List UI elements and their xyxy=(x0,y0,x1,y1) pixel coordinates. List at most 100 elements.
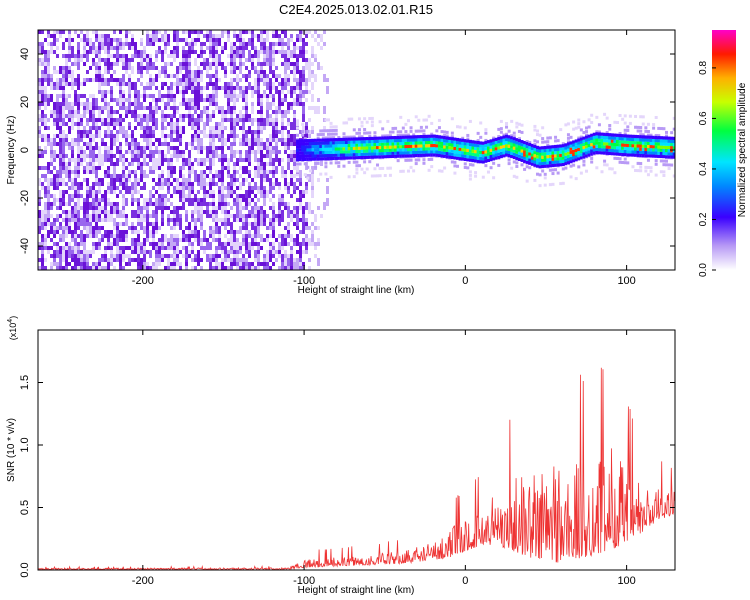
noise-cell xyxy=(89,102,92,110)
noise-cell xyxy=(242,46,245,50)
band-cell xyxy=(600,145,604,149)
band-cell xyxy=(448,136,452,140)
noise-cell xyxy=(164,126,167,130)
noise-cell xyxy=(230,42,233,46)
band-halo-cell xyxy=(574,177,578,181)
noise-cell xyxy=(236,186,239,190)
band-halo-cell xyxy=(376,174,380,178)
noise-cell xyxy=(143,58,146,62)
noise-cell xyxy=(200,118,203,122)
band-cell xyxy=(507,141,511,145)
noise-cell xyxy=(86,250,89,254)
band-cell xyxy=(579,153,583,157)
band-cell xyxy=(401,151,405,155)
noise-cell xyxy=(113,162,116,166)
noise-cell xyxy=(101,98,104,102)
band-cell xyxy=(533,160,537,164)
band-halo-cell xyxy=(435,129,439,133)
noise-cell xyxy=(197,150,200,154)
noise-cell xyxy=(281,210,284,214)
noise-cell xyxy=(260,190,263,194)
noise-cell xyxy=(272,122,275,126)
noise-cell xyxy=(173,122,176,126)
noise-cell xyxy=(266,30,269,34)
noise-cell xyxy=(242,238,245,242)
band-halo-cell xyxy=(535,133,539,137)
noise-cell xyxy=(269,134,272,142)
noise-cell xyxy=(92,214,95,222)
noise-cell xyxy=(59,174,62,178)
band-cell xyxy=(579,140,583,144)
noise-cell xyxy=(116,158,119,166)
noise-cell xyxy=(74,94,77,102)
noise-cell xyxy=(77,194,80,198)
noise-cell xyxy=(281,254,284,262)
noise-cell xyxy=(254,266,257,270)
band-cell xyxy=(600,132,604,136)
noise-cell xyxy=(53,198,56,206)
noise-cell xyxy=(194,194,197,198)
noise-cell xyxy=(173,82,176,86)
band-cell xyxy=(523,153,527,157)
noise-cell xyxy=(53,262,56,266)
band-cell xyxy=(303,151,307,155)
noise-cell xyxy=(38,126,41,130)
noise-cell xyxy=(215,134,218,138)
noise-cell xyxy=(62,162,65,166)
noise-cell xyxy=(74,206,77,214)
band-cell xyxy=(530,150,534,154)
noise-cell xyxy=(95,62,98,66)
noise-cell xyxy=(164,158,167,162)
noise-cell xyxy=(188,102,191,106)
band-cell xyxy=(484,143,488,148)
band-cell xyxy=(548,148,552,152)
noise-cell xyxy=(101,122,104,126)
band-cell xyxy=(538,162,542,166)
band-cell xyxy=(332,138,336,142)
noise-cell xyxy=(242,30,245,34)
noise-cell xyxy=(206,82,209,86)
noise-cell xyxy=(86,202,89,210)
noise-cell xyxy=(59,146,62,150)
noise-cell xyxy=(50,226,53,234)
noise-cell xyxy=(245,258,248,262)
noise-cell xyxy=(230,226,233,230)
noise-cell xyxy=(158,206,161,210)
noise-cell xyxy=(56,186,59,190)
noise-cell xyxy=(176,154,179,158)
band-cell xyxy=(494,153,498,157)
band-cell xyxy=(301,154,305,158)
noise-cell xyxy=(185,254,188,258)
noise-cell xyxy=(266,78,269,82)
noise-cell xyxy=(305,226,308,230)
noise-cell xyxy=(41,42,44,46)
noise-cell xyxy=(110,94,113,98)
band-cell xyxy=(528,149,532,153)
band-cell xyxy=(610,145,614,150)
band-cell xyxy=(582,145,586,150)
noise-cell xyxy=(275,86,278,94)
band-cell xyxy=(652,145,656,149)
noise-cell xyxy=(38,46,41,54)
noise-cell xyxy=(212,102,215,106)
band-halo-cell xyxy=(376,163,380,167)
noise-cell xyxy=(167,222,170,226)
noise-cell xyxy=(173,130,176,134)
noise-cell xyxy=(41,258,44,266)
band-cell xyxy=(515,156,519,161)
band-cell xyxy=(667,136,671,140)
band-cell xyxy=(590,146,594,150)
band-halo-cell xyxy=(357,128,361,132)
noise-cell xyxy=(152,210,155,214)
noise-cell xyxy=(62,154,65,158)
noise-cell xyxy=(140,66,143,74)
band-cell xyxy=(383,145,387,149)
noise-cell xyxy=(110,54,113,58)
band-cell xyxy=(373,146,377,150)
band-cell xyxy=(489,139,493,143)
band-cell xyxy=(332,153,336,157)
band-cell xyxy=(517,154,521,158)
band-cell xyxy=(471,149,475,153)
noise-cell xyxy=(236,34,239,38)
